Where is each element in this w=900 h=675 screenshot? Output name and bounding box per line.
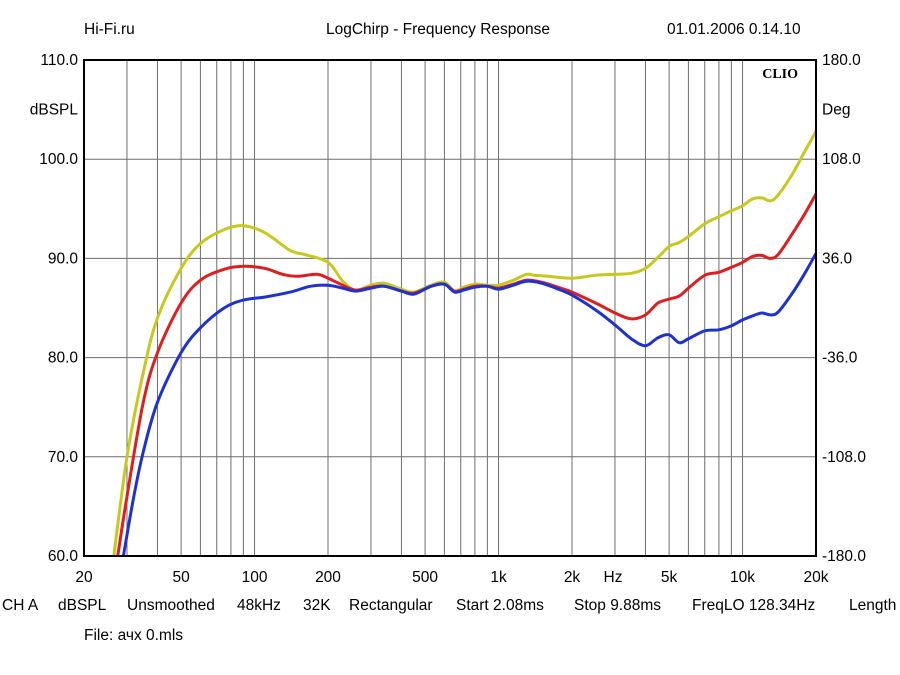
grid — [84, 60, 816, 556]
x-tick-label: 10k — [730, 569, 755, 586]
setting-freqlo: FreqLO 128.34Hz — [692, 597, 816, 614]
series-line-2 — [121, 252, 816, 556]
frequency-response-chart: 60.0 70.0 80.0 90.0 100.0 110.0 -180.0 -108.0 -3… — [30, 52, 867, 586]
y-tick-label: 110.0 — [40, 52, 78, 69]
y-tick-label: 80.0 — [48, 350, 79, 367]
setting-channel: CH A — [2, 597, 39, 614]
x-tick-label: 100 — [242, 569, 268, 586]
setting-samplerate: 48kHz — [237, 597, 281, 614]
y2-axis-title: Deg — [822, 102, 850, 119]
y2-tick-label: 36.0 — [822, 250, 853, 267]
tick-labels: 60.0 70.0 80.0 90.0 100.0 110.0 -180.0 -108.0 -3… — [30, 52, 867, 586]
setting-unit: dBSPL — [58, 597, 107, 614]
x-tick-label: 200 — [315, 569, 341, 586]
x-tick-label: 20k — [804, 569, 829, 586]
series-line-0 — [112, 130, 816, 556]
y2-tick-label: -36.0 — [822, 350, 858, 367]
y2-tick-label: 180.0 — [822, 52, 861, 69]
header-left: Hi-Fi.ru — [84, 21, 135, 38]
series-line-1 — [116, 193, 816, 556]
y-axis-title: dBSPL — [30, 102, 79, 119]
series-group — [112, 130, 816, 556]
x-tick-label: 500 — [412, 569, 438, 586]
x-tick-label: 2k — [564, 569, 581, 586]
y-tick-label: 60.0 — [48, 548, 79, 565]
y2-tick-label: 108.0 — [822, 151, 861, 168]
chart-title: LogChirp - Frequency Response — [326, 21, 551, 38]
x-tick-label: 50 — [172, 569, 190, 586]
setting-start: Start 2.08ms — [456, 597, 544, 614]
y2-tick-label: -108.0 — [822, 449, 866, 466]
setting-fftsize: 32K — [303, 597, 331, 614]
file-name: File: ачх 0.mls — [84, 627, 184, 644]
x-tick-label: 5k — [661, 569, 678, 586]
y-tick-label: 90.0 — [48, 250, 79, 267]
setting-length: Length — [849, 597, 897, 614]
y-tick-label: 70.0 — [48, 449, 79, 466]
clio-brand-label: CLIO — [762, 67, 798, 82]
plot-frame — [83, 59, 817, 557]
setting-window: Rectangular — [349, 597, 433, 614]
header-timestamp: 01.01.2006 0.14.10 — [667, 21, 801, 38]
x-tick-label: 1k — [490, 569, 507, 586]
x-tick-label: 20 — [75, 569, 93, 586]
y-tick-label: 100.0 — [39, 151, 78, 168]
x-unit-label: Hz — [604, 569, 623, 586]
setting-smoothing: Unsmoothed — [127, 597, 215, 614]
y2-tick-label: -180.0 — [822, 548, 866, 565]
setting-stop: Stop 9.88ms — [574, 597, 662, 614]
